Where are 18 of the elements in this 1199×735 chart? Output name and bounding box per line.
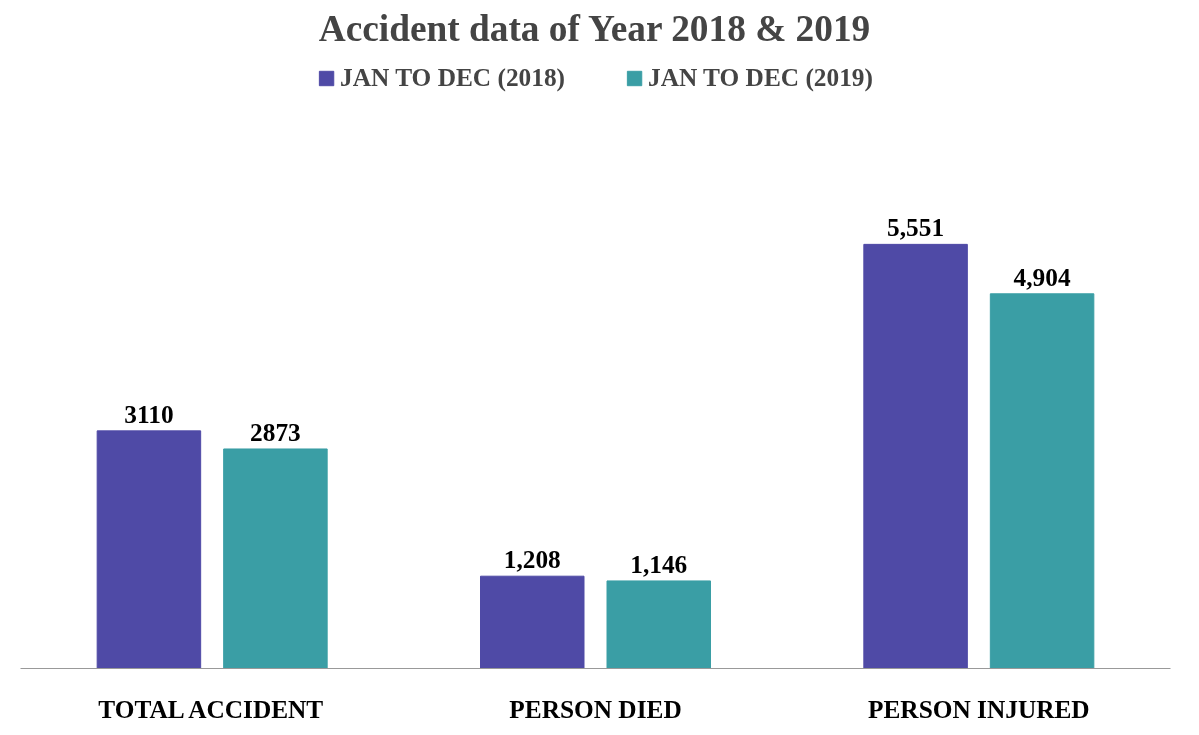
- legend-label: JAN TO DEC (2019): [648, 63, 873, 92]
- data-label: 1,146: [630, 549, 688, 578]
- x-tick-label: TOTAL ACCIDENT: [98, 694, 324, 723]
- x-tick-label: PERSON INJURED: [868, 694, 1090, 723]
- bar: [863, 243, 968, 669]
- data-label: 5,551: [887, 213, 945, 242]
- bar: [96, 430, 202, 669]
- data-label: 2873: [250, 417, 301, 446]
- data-label: 4,904: [1013, 262, 1071, 291]
- bar: [480, 575, 585, 669]
- chart-title: Accident data of Year 2018 & 2019: [318, 7, 871, 49]
- data-label: 3110: [124, 399, 174, 428]
- bar: [989, 293, 1095, 669]
- legend-label: JAN TO DEC (2018): [340, 63, 565, 92]
- bar: [223, 448, 328, 669]
- x-tick-label: PERSON DIED: [509, 694, 682, 723]
- data-label: 1,208: [503, 545, 561, 574]
- bar: [606, 580, 711, 669]
